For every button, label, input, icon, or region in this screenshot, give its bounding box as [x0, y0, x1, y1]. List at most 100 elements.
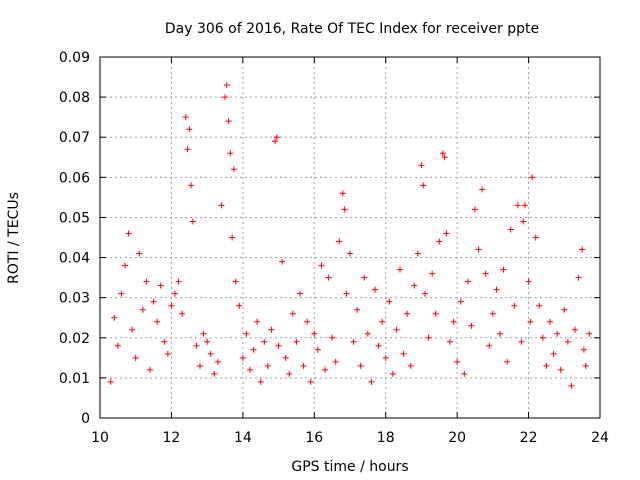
data-point: [489, 310, 496, 317]
data-point: [286, 370, 293, 377]
data-point: [486, 342, 493, 349]
data-point: [557, 366, 564, 373]
data-point: [188, 182, 195, 189]
data-point: [261, 338, 268, 345]
data-point: [518, 338, 525, 345]
data-point: [579, 246, 586, 253]
data-point: [107, 378, 114, 385]
data-point: [375, 342, 382, 349]
data-point: [236, 302, 243, 309]
data-point: [439, 150, 446, 157]
data-point: [464, 278, 471, 285]
data-point: [250, 346, 257, 353]
data-point: [289, 310, 296, 317]
data-point: [247, 366, 253, 373]
data-point: [527, 318, 534, 325]
data-point: [329, 334, 336, 341]
data-point: [493, 286, 500, 293]
data-point: [532, 234, 539, 241]
data-point: [232, 278, 239, 285]
y-tick-label: 0.05: [59, 210, 90, 226]
data-point: [372, 286, 378, 293]
data-point: [239, 354, 246, 361]
data-point: [132, 354, 139, 361]
data-point: [229, 234, 236, 241]
y-tick-label: 0.01: [59, 371, 90, 387]
data-point: [136, 250, 143, 257]
axis-ticks: [99, 56, 601, 419]
plot-frame: [99, 56, 601, 419]
data-point: [254, 318, 261, 325]
data-point: [350, 338, 357, 345]
data-point: [400, 350, 407, 357]
data-point: [475, 246, 482, 253]
data-point: [543, 362, 550, 369]
data-point: [361, 274, 368, 281]
data-point: [414, 250, 421, 257]
data-point: [150, 298, 157, 305]
data-point: [223, 82, 230, 89]
data-point: [472, 206, 478, 213]
data-point: [214, 358, 221, 365]
data-point: [139, 306, 146, 313]
data-point: [282, 354, 289, 361]
data-points: [107, 82, 593, 389]
data-point: [447, 338, 453, 345]
data-point: [189, 218, 196, 225]
data-point: [179, 310, 186, 317]
data-point: [550, 350, 557, 357]
data-point: [172, 290, 178, 297]
data-point: [111, 314, 118, 321]
data-point: [184, 146, 191, 153]
data-point: [207, 350, 214, 357]
data-point: [389, 370, 396, 377]
data-point: [514, 202, 521, 209]
data-point: [586, 330, 593, 337]
y-tick-label: 0.07: [59, 130, 90, 146]
data-point: [436, 238, 443, 245]
data-point: [154, 318, 161, 325]
data-point: [118, 290, 125, 297]
data-point: [273, 134, 280, 141]
data-point: [497, 330, 503, 337]
data-point: [507, 226, 514, 233]
data-point: [186, 126, 193, 133]
data-point: [382, 354, 389, 361]
data-point: [343, 290, 350, 297]
data-point: [482, 270, 489, 277]
data-point: [479, 186, 486, 193]
x-tick-label: 16: [305, 430, 323, 446]
chart-title: Day 306 of 2016, Rate Of TEC Index for r…: [165, 21, 539, 37]
data-point: [318, 262, 325, 269]
y-tick-label: 0.08: [59, 90, 90, 106]
x-tick-label: 20: [448, 430, 466, 446]
x-tick-label: 12: [163, 430, 181, 446]
data-point: [311, 330, 318, 337]
data-point: [411, 282, 418, 289]
data-point: [504, 358, 511, 365]
data-point: [386, 298, 393, 305]
data-point: [264, 362, 271, 369]
data-point: [218, 202, 225, 209]
data-point: [204, 338, 211, 345]
data-point: [572, 326, 578, 333]
data-point: [450, 318, 457, 325]
data-point: [197, 362, 203, 369]
data-point: [454, 358, 461, 365]
data-point: [314, 346, 321, 353]
data-point: [561, 306, 568, 313]
data-point: [175, 278, 182, 285]
data-point: [520, 218, 527, 225]
data-point: [580, 346, 587, 353]
data-point: [422, 290, 428, 297]
data-point: [268, 326, 275, 333]
data-point: [341, 206, 348, 213]
x-tick-labels: 10 12 14 16 18 20 22 24: [91, 430, 609, 446]
data-point: [500, 266, 507, 273]
data-point: [347, 250, 353, 257]
x-tick-label: 14: [234, 430, 252, 446]
data-point: [293, 338, 300, 345]
data-point: [420, 182, 427, 189]
data-point: [357, 362, 364, 369]
data-point: [407, 362, 414, 369]
